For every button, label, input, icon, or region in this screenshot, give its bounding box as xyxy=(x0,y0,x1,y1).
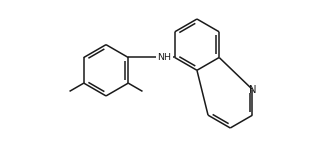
Text: N: N xyxy=(249,85,256,95)
Text: NH: NH xyxy=(157,53,171,62)
